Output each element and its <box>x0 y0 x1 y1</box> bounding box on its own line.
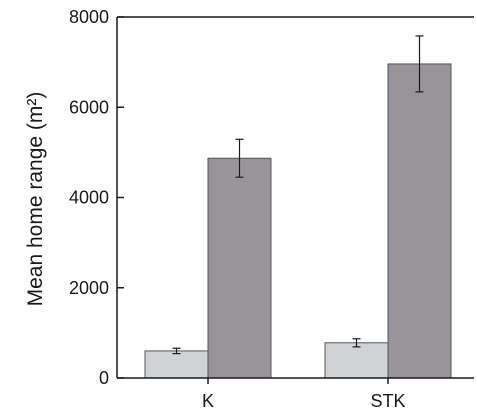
error-bars <box>172 35 424 355</box>
bars <box>144 63 452 379</box>
y-axis: 0 2000 4000 6000 8000 <box>69 7 474 388</box>
bar <box>387 63 452 379</box>
x-category-label: K <box>202 391 214 411</box>
y-tick-label: 6000 <box>69 97 109 117</box>
bar <box>324 342 389 379</box>
y-tick-label: 4000 <box>69 188 109 208</box>
x-category-label: STK <box>370 391 405 411</box>
y-tick-label: 2000 <box>69 278 109 298</box>
bar <box>144 350 209 379</box>
x-axis: K STK <box>117 377 474 411</box>
bar <box>207 157 272 379</box>
y-axis-title: Mean home range (m²) <box>24 92 47 307</box>
y-tick-label: 8000 <box>69 7 109 27</box>
y-tick-label: 0 <box>99 368 109 388</box>
